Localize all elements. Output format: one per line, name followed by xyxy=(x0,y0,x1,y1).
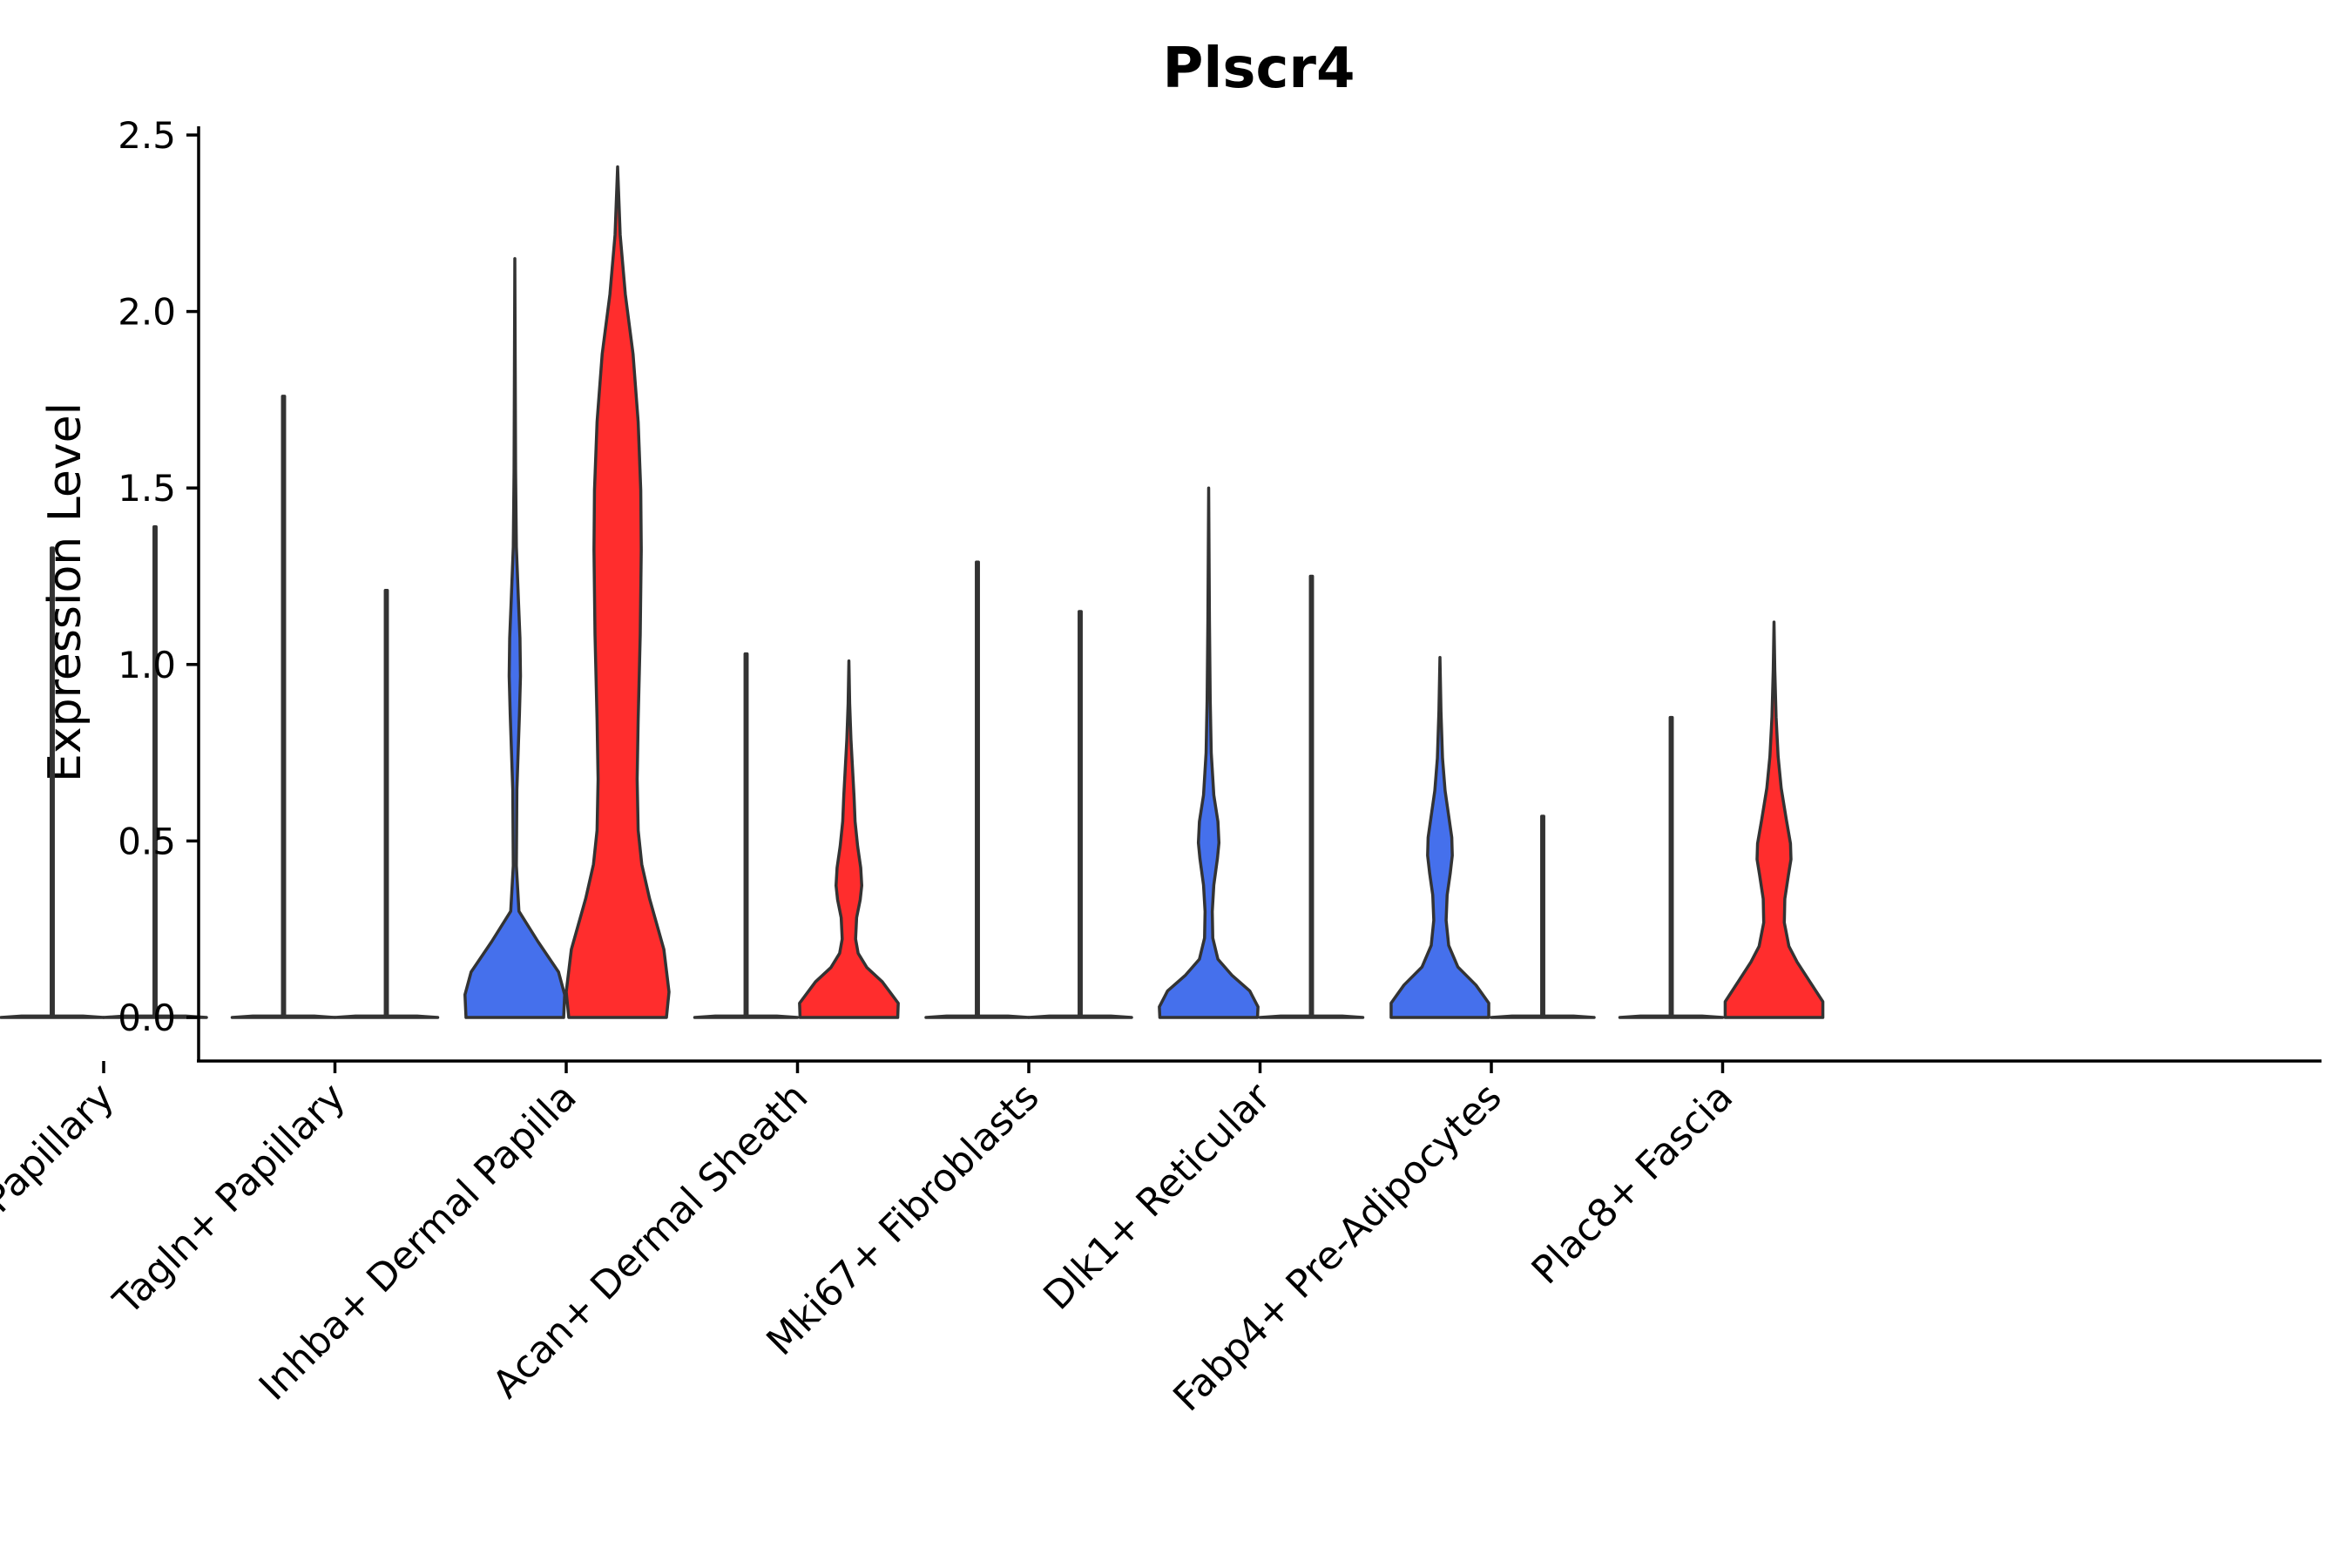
violin-group-2-5 xyxy=(1027,610,1133,1019)
violin-group-2-1 xyxy=(102,525,208,1019)
y-axis-label: Expression Level xyxy=(39,402,91,782)
y-ticks: 0.0 0.5 1.0 1.5 2.0 2.5 xyxy=(118,114,199,1039)
y-tick-label: 2.0 xyxy=(118,291,176,334)
violin-group-1-4 xyxy=(693,652,800,1019)
violin-group-2-2 xyxy=(333,588,440,1019)
y-tick-label: 2.5 xyxy=(118,114,176,157)
y-tick-label: 1.5 xyxy=(118,467,176,510)
violin-group-2-4 xyxy=(798,659,900,1019)
violin-group-2-6 xyxy=(1258,574,1365,1019)
x-tick-label: Tagln+ Papillary xyxy=(105,1075,354,1324)
x-tick-label: Dpp4+ Papillary xyxy=(0,1075,123,1326)
chart-title: Plscr4 xyxy=(1163,37,1355,101)
x-tick-label: Dlk1+ Reticular xyxy=(1035,1074,1280,1319)
y-tick-label: 0.5 xyxy=(118,820,176,862)
violin-group-1-8 xyxy=(1618,715,1725,1019)
violin-group-1-3 xyxy=(463,257,566,1019)
x-tick-label: Plac8+ Fascia xyxy=(1524,1075,1742,1294)
violin-group-2-8 xyxy=(1723,620,1825,1019)
violin-group-1-7 xyxy=(1389,655,1490,1019)
violin-group-1-2 xyxy=(230,395,337,1019)
violin-group-2-7 xyxy=(1490,814,1596,1019)
violin-group-1-5 xyxy=(924,560,1031,1019)
y-tick-label: 1.0 xyxy=(118,644,176,686)
violin-group-1-6 xyxy=(1158,486,1260,1019)
violin-group-1-1 xyxy=(0,546,105,1019)
violin-group-2-3 xyxy=(564,165,671,1019)
violin-layer xyxy=(0,165,1825,1019)
y-tick-label: 0.0 xyxy=(118,997,176,1039)
